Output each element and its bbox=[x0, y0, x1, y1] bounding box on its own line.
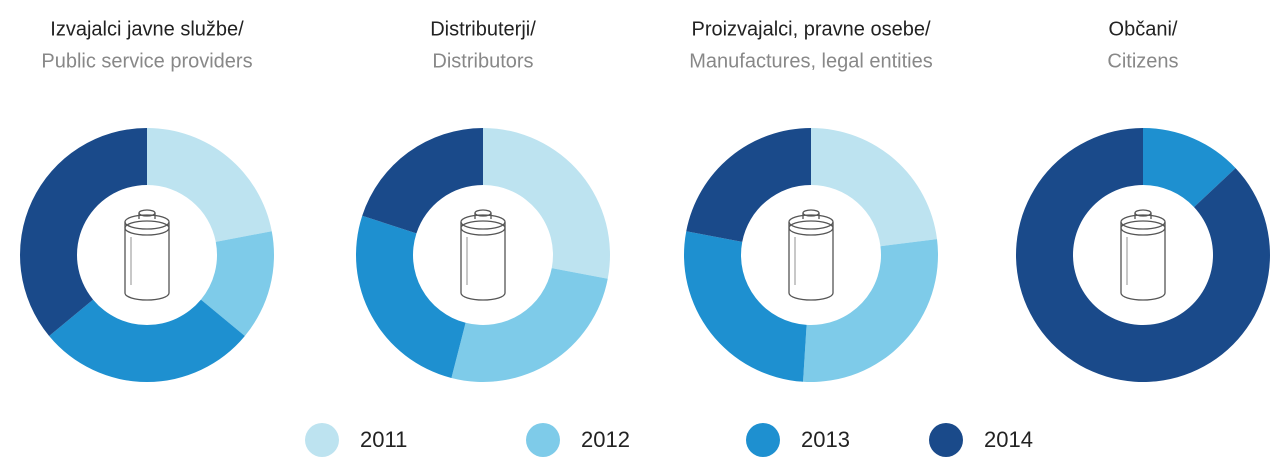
battery-icons bbox=[124, 209, 1166, 301]
battery-icon bbox=[460, 209, 506, 301]
donut-segment bbox=[200, 231, 274, 336]
chart-title: Občani/ bbox=[1109, 18, 1178, 40]
legend-label: 2011 bbox=[360, 427, 407, 452]
chart-subtitle: Citizens bbox=[1107, 50, 1178, 72]
legend-label: 2012 bbox=[581, 427, 630, 452]
chart-subtitle: Distributors bbox=[432, 50, 533, 72]
legend-label: 2013 bbox=[801, 427, 850, 452]
legend-label: 2014 bbox=[984, 427, 1033, 452]
chart-subtitle: Manufactures, legal entities bbox=[689, 50, 932, 72]
donut-segment bbox=[49, 299, 245, 382]
battery-icon bbox=[124, 209, 170, 301]
donut-segment bbox=[20, 128, 148, 336]
donut-segment bbox=[1143, 128, 1236, 208]
legend-swatch bbox=[746, 423, 780, 457]
donut-segment bbox=[483, 128, 610, 279]
donut-segment bbox=[147, 128, 272, 242]
donut-segment bbox=[362, 128, 483, 234]
chart-title: Distributerji/ bbox=[430, 18, 536, 40]
chart-title: Proizvajalci, pravne osebe/ bbox=[691, 18, 930, 40]
donut-segment bbox=[803, 239, 938, 382]
chart-subtitle: Public service providers bbox=[41, 50, 252, 72]
donut-segment bbox=[811, 128, 937, 247]
donut-segment bbox=[355, 215, 466, 379]
legend-swatch bbox=[305, 423, 339, 457]
donut-segment bbox=[686, 128, 811, 242]
donut-segment bbox=[1016, 128, 1270, 382]
legend-swatch bbox=[526, 423, 560, 457]
donut-segment bbox=[684, 231, 807, 382]
battery-icon bbox=[1120, 209, 1166, 301]
chart-title: Izvajalci javne službe/ bbox=[50, 18, 244, 40]
legend-swatch bbox=[929, 423, 963, 457]
donut-segment bbox=[451, 268, 608, 383]
battery-icon bbox=[788, 209, 834, 301]
